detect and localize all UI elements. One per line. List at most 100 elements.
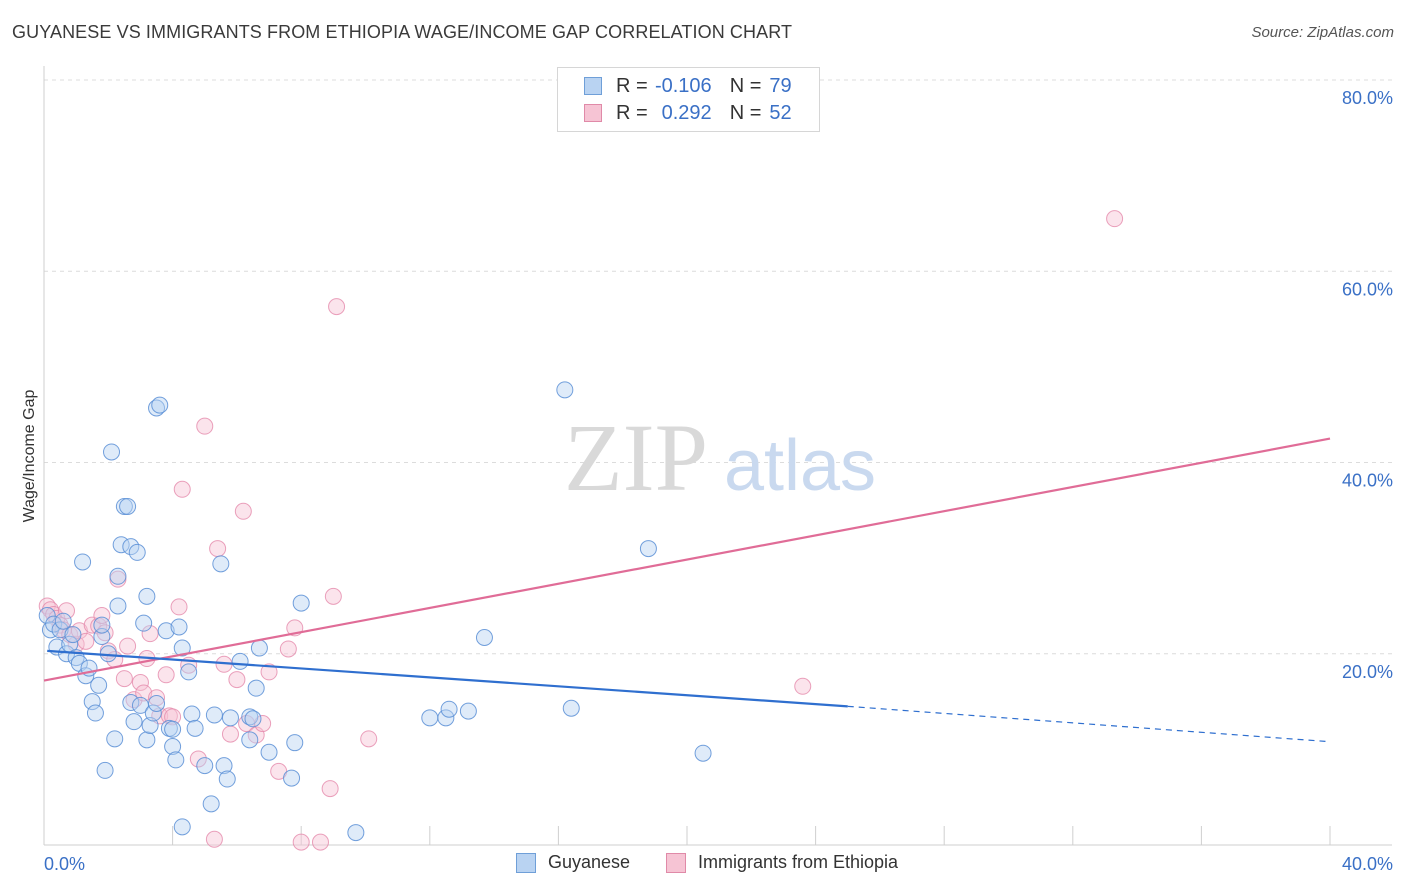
y-tick-label: 40.0% xyxy=(1342,471,1393,491)
data-point-guyanese xyxy=(144,704,162,722)
data-point-guyanese xyxy=(186,719,204,737)
data-point-ethiopia xyxy=(58,602,76,620)
data-point-ethiopia xyxy=(115,670,133,688)
data-point-guyanese xyxy=(173,639,191,657)
series-legend: Guyanese Immigrants from Ethiopia xyxy=(0,852,1406,876)
data-point-guyanese xyxy=(218,770,236,788)
tick-labels: 20.0% 40.0% 60.0% 80.0% 0.0% 40.0% xyxy=(44,88,1393,874)
data-point-guyanese xyxy=(103,443,121,461)
watermark-zip: ZIP xyxy=(564,404,708,511)
data-point-guyanese xyxy=(241,731,259,749)
r-label: R = xyxy=(616,101,648,124)
trendline-ethiopia xyxy=(43,437,1331,682)
n-label: N = xyxy=(729,74,762,97)
points-layer xyxy=(38,210,1124,851)
data-point-guyanese xyxy=(128,543,146,561)
data-point-guyanese xyxy=(54,612,72,630)
data-point-guyanese xyxy=(148,399,166,417)
data-point-ethiopia xyxy=(209,540,227,558)
data-point-ethiopia xyxy=(279,640,297,658)
data-point-guyanese xyxy=(64,626,82,644)
data-point-guyanese xyxy=(41,621,59,639)
data-point-ethiopia xyxy=(141,625,159,643)
data-point-ethiopia xyxy=(119,637,137,655)
data-point-ethiopia xyxy=(260,663,278,681)
legend-item-ethiopia[interactable]: Immigrants from Ethiopia xyxy=(666,852,898,873)
data-point-guyanese xyxy=(138,587,156,605)
data-point-guyanese xyxy=(196,757,214,775)
data-point-ethiopia xyxy=(292,833,310,851)
data-point-guyanese xyxy=(231,652,249,670)
data-point-guyanese xyxy=(106,730,124,748)
data-point-ethiopia xyxy=(324,587,342,605)
data-point-ethiopia xyxy=(221,725,239,743)
data-point-ethiopia xyxy=(131,673,149,691)
data-point-guyanese xyxy=(51,621,69,639)
data-point-guyanese xyxy=(292,594,310,612)
data-point-guyanese xyxy=(260,743,278,761)
data-point-guyanese xyxy=(215,757,233,775)
data-point-ethiopia xyxy=(157,666,175,684)
data-point-guyanese xyxy=(180,663,198,681)
legend-item-guyanese[interactable]: Guyanese xyxy=(516,852,630,873)
data-point-guyanese xyxy=(694,744,712,762)
trendline-guyanese-extension xyxy=(847,705,1331,743)
data-point-guyanese xyxy=(45,615,63,633)
data-point-guyanese xyxy=(639,540,657,558)
data-point-ethiopia xyxy=(234,502,252,520)
data-point-guyanese xyxy=(164,738,182,756)
data-point-guyanese xyxy=(164,720,182,738)
n-value: 79 xyxy=(769,74,792,97)
data-point-guyanese xyxy=(440,700,458,718)
n-value: 52 xyxy=(769,101,792,124)
data-point-ethiopia xyxy=(360,730,378,748)
data-point-guyanese xyxy=(167,751,185,769)
data-point-guyanese xyxy=(244,710,262,728)
data-point-guyanese xyxy=(173,818,191,836)
data-point-guyanese xyxy=(347,824,365,842)
data-point-guyanese xyxy=(170,618,188,636)
r-value: 0.292 xyxy=(661,101,712,124)
data-point-guyanese xyxy=(250,639,268,657)
data-point-guyanese xyxy=(241,708,259,726)
data-point-ethiopia xyxy=(93,607,111,624)
data-point-guyanese xyxy=(74,553,92,571)
y-tick-label: 60.0% xyxy=(1342,279,1393,299)
grid-layer xyxy=(44,79,1392,655)
data-point-guyanese xyxy=(421,709,439,727)
legend-label-ethiopia: Immigrants from Ethiopia xyxy=(698,852,899,872)
data-point-guyanese xyxy=(212,555,230,573)
data-point-ethiopia xyxy=(205,830,223,848)
data-point-guyanese xyxy=(286,734,304,752)
data-point-guyanese xyxy=(151,396,169,414)
chart-title: GUYANESE VS IMMIGRANTS FROM ETHIOPIA WAG… xyxy=(12,22,793,42)
data-point-ethiopia xyxy=(189,750,207,768)
data-point-guyanese xyxy=(138,731,156,749)
data-point-guyanese xyxy=(283,769,301,787)
data-point-guyanese xyxy=(93,616,111,634)
data-point-guyanese xyxy=(475,628,493,646)
watermark: ZIP atlas xyxy=(564,404,876,511)
pink-swatch-icon xyxy=(584,104,602,122)
pink-swatch-icon xyxy=(666,852,686,873)
trend-layer xyxy=(43,437,1331,743)
legend-row-ethiopia: R = 0.292 N = 52 xyxy=(584,101,797,125)
data-point-guyanese xyxy=(96,761,114,779)
legend-row-guyanese: R = -0.106 N = 79 xyxy=(584,74,797,98)
axes-layer xyxy=(43,66,1392,846)
data-point-ethiopia xyxy=(196,417,214,435)
n-label: N = xyxy=(729,101,762,124)
data-point-guyanese xyxy=(119,497,137,515)
data-point-guyanese xyxy=(109,597,127,615)
data-point-guyanese xyxy=(109,567,127,585)
data-point-ethiopia xyxy=(125,691,143,709)
data-point-guyanese xyxy=(459,702,477,720)
data-point-ethiopia xyxy=(328,298,346,316)
data-point-guyanese xyxy=(125,713,143,731)
source-credit: Source: ZipAtlas.com xyxy=(1251,24,1394,41)
data-point-guyanese xyxy=(135,614,153,632)
data-point-guyanese xyxy=(247,679,265,697)
data-point-guyanese xyxy=(221,709,239,727)
data-point-ethiopia xyxy=(1106,210,1124,228)
